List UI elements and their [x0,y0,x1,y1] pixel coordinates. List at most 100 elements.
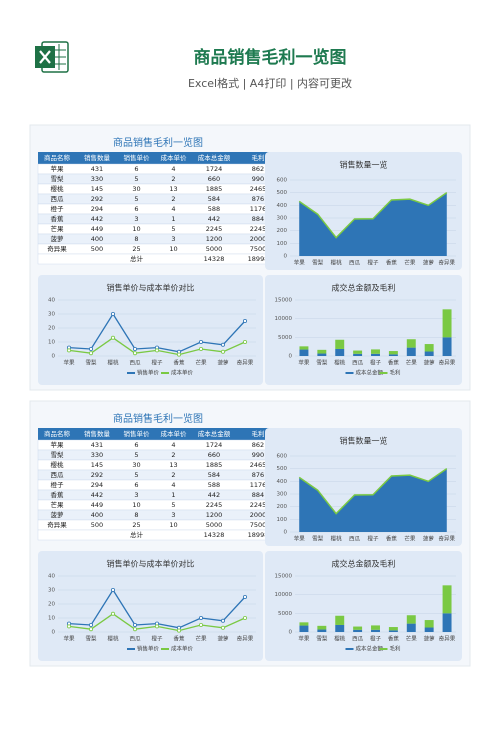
table-row-bg [37,499,281,511]
x-tick-label: 香蕉 [173,635,185,643]
y-tick-label: 0 [284,530,288,536]
point [220,349,225,354]
point [89,346,94,351]
bar-segment [442,337,452,356]
column-header: 成本总金额 [198,153,231,162]
y-tick-label: 500 [277,190,288,196]
sheet-title: 商品销售毛利一览图 [113,412,203,425]
y-tick-label: 300 [277,216,288,222]
y-tick-label: 20 [48,602,55,608]
table-cell: 2245 [250,225,267,233]
bar-segment [371,625,380,630]
table-cell: 奇异果 [47,244,67,253]
table-cell: 876 [252,195,264,203]
bar-segment [353,629,363,632]
bar-segment [406,623,416,632]
table-cell: 6 [134,205,138,213]
point [220,625,225,630]
y-tick-label: 5000 [278,611,292,617]
bar-segment [424,351,434,356]
x-tick-label: 香蕉 [173,359,185,367]
table-cell: 13 [169,461,177,469]
table-cell: 292 [91,195,103,203]
table-cell: 145 [91,185,103,193]
table-cell: 3 [134,215,138,223]
y-tick-label: 0 [52,630,56,636]
y-tick-label: 5000 [278,335,292,341]
column-header: 销售单价 [124,429,151,438]
legend-label: 销售单价 [137,369,160,377]
table-cell: 5 [171,225,175,233]
table-cell: 30 [132,461,140,469]
y-tick-label: 400 [277,203,288,209]
x-tick-label: 西瓜 [352,636,364,643]
table-cell: 3 [171,511,175,519]
x-tick-label: 苹果 [63,359,75,367]
legend-label: 成本单价 [171,369,194,377]
table-cell: 香蕉 [51,490,65,499]
table-cell: 292 [91,471,103,479]
point [242,318,247,323]
point [111,311,116,316]
x-tick-label: 菠萝 [424,359,436,367]
table-cell: 5000 [206,521,223,529]
y-tick-label: 300 [277,492,288,498]
x-tick-label: 奇异果 [439,535,456,543]
total-value: 14328 [204,255,225,263]
column-header: 商品名称 [44,153,71,162]
x-tick-label: 香蕉 [388,635,400,643]
point [154,348,159,353]
bar-segment [317,349,327,354]
bar-segment [335,615,345,625]
table-cell: 862 [252,441,264,449]
table-cell: 1724 [206,441,223,449]
table-cell: 442 [91,215,103,223]
total-label: 总计 [130,530,144,539]
y-tick-label: 600 [277,454,288,460]
table-row-bg [37,519,281,531]
bar-segment [353,626,363,630]
x-tick-label: 菠萝 [423,535,435,543]
table-cell: 500 [91,245,103,253]
y-tick-label: 10 [48,340,55,346]
table-cell: 菠萝 [51,510,65,519]
x-tick-label: 樱桃 [107,635,119,643]
area [299,468,447,532]
x-tick-label: 雪梨 [312,535,324,543]
legend-label: 成本单价 [171,645,194,653]
table-header-bg [38,152,280,164]
x-tick-label: 芒果 [404,259,416,267]
table-cell: 苹果 [51,164,65,173]
page-subtitle: Excel格式 | A4打印 | 内容可更改 [188,76,352,90]
chart-title: 成交总金额及毛利 [332,283,396,293]
table-cell: 雪梨 [51,450,65,459]
x-tick-label: 橙子 [367,535,379,543]
table-row-bg [37,509,281,521]
table-cell: 3 [171,235,175,243]
table-cell: 884 [252,491,264,499]
table-row-bg [37,223,281,235]
table-cell: 5 [171,501,175,509]
x-tick-label: 苹果 [294,259,306,267]
area-line [298,192,448,239]
table-cell: 10 [132,501,140,509]
bar-segment [424,344,434,352]
bar-segment [424,627,434,632]
y-tick-label: 500 [277,466,288,472]
x-tick-label: 芒果 [195,359,207,367]
bar-segment [335,624,345,632]
table-cell: 3 [134,491,138,499]
point [132,351,137,356]
table-cell: 449 [91,225,103,233]
table-cell: 588 [208,481,220,489]
table-row-bg [37,439,281,451]
table-cell: 1885 [206,461,223,469]
table-cell: 1200 [206,235,223,243]
bar-segment [371,349,380,354]
x-tick-label: 奇异果 [237,359,254,367]
table-cell: 6 [134,441,138,449]
table-cell: 1 [171,215,175,223]
chart-panel [38,275,263,385]
